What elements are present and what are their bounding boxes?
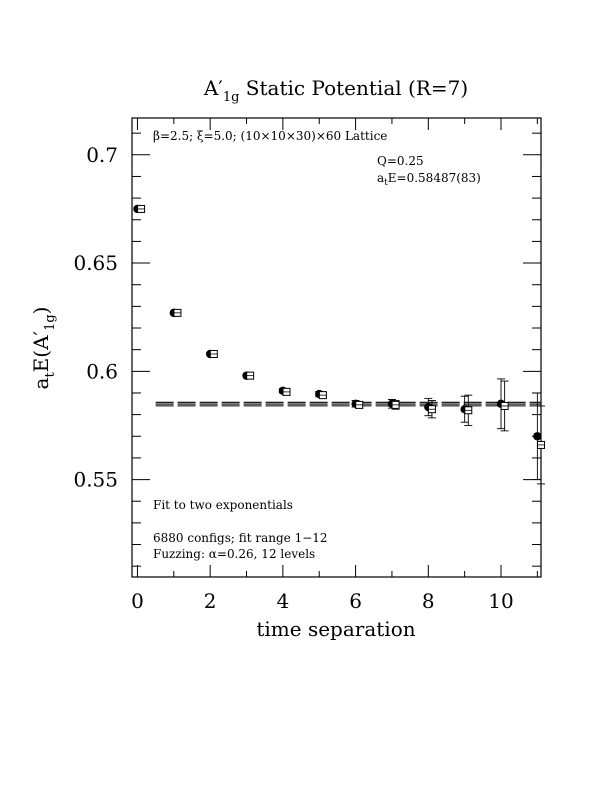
y-tick-label: 0.65 <box>73 251 118 275</box>
y-tick-label: 0.55 <box>73 468 118 492</box>
fuzzing-annotation: Fuzzing: α=0.26, 12 levels <box>153 547 315 561</box>
lattice-annotation: β=2.5; ξ=5.0; (10×10×30)×60 Lattice <box>153 129 387 143</box>
fit-annotation: Fit to two exponentials <box>153 498 293 512</box>
x-tick-label: 8 <box>422 589 435 613</box>
x-tick-label: 2 <box>204 589 217 613</box>
x-axis-label: time separation <box>256 617 415 641</box>
y-axis-label: atE(A′1g) <box>29 307 58 390</box>
q-annotation: Q=0.25 <box>377 154 424 168</box>
configs-annotation: 6880 configs; fit range 1−12 <box>153 531 328 545</box>
plot-frame <box>131 117 542 578</box>
y-tick-label: 0.7 <box>86 143 118 167</box>
x-tick-label: 10 <box>488 589 513 613</box>
x-tick-label: 4 <box>277 589 290 613</box>
x-tick-label: 6 <box>349 589 362 613</box>
chart-title: A′1g Static Potential (R=7) <box>203 76 468 105</box>
energy-annotation: atE=0.58487(83) <box>377 171 481 188</box>
x-tick-label: 0 <box>131 589 144 613</box>
y-tick-label: 0.6 <box>86 359 118 383</box>
data-point-circle <box>533 432 542 441</box>
